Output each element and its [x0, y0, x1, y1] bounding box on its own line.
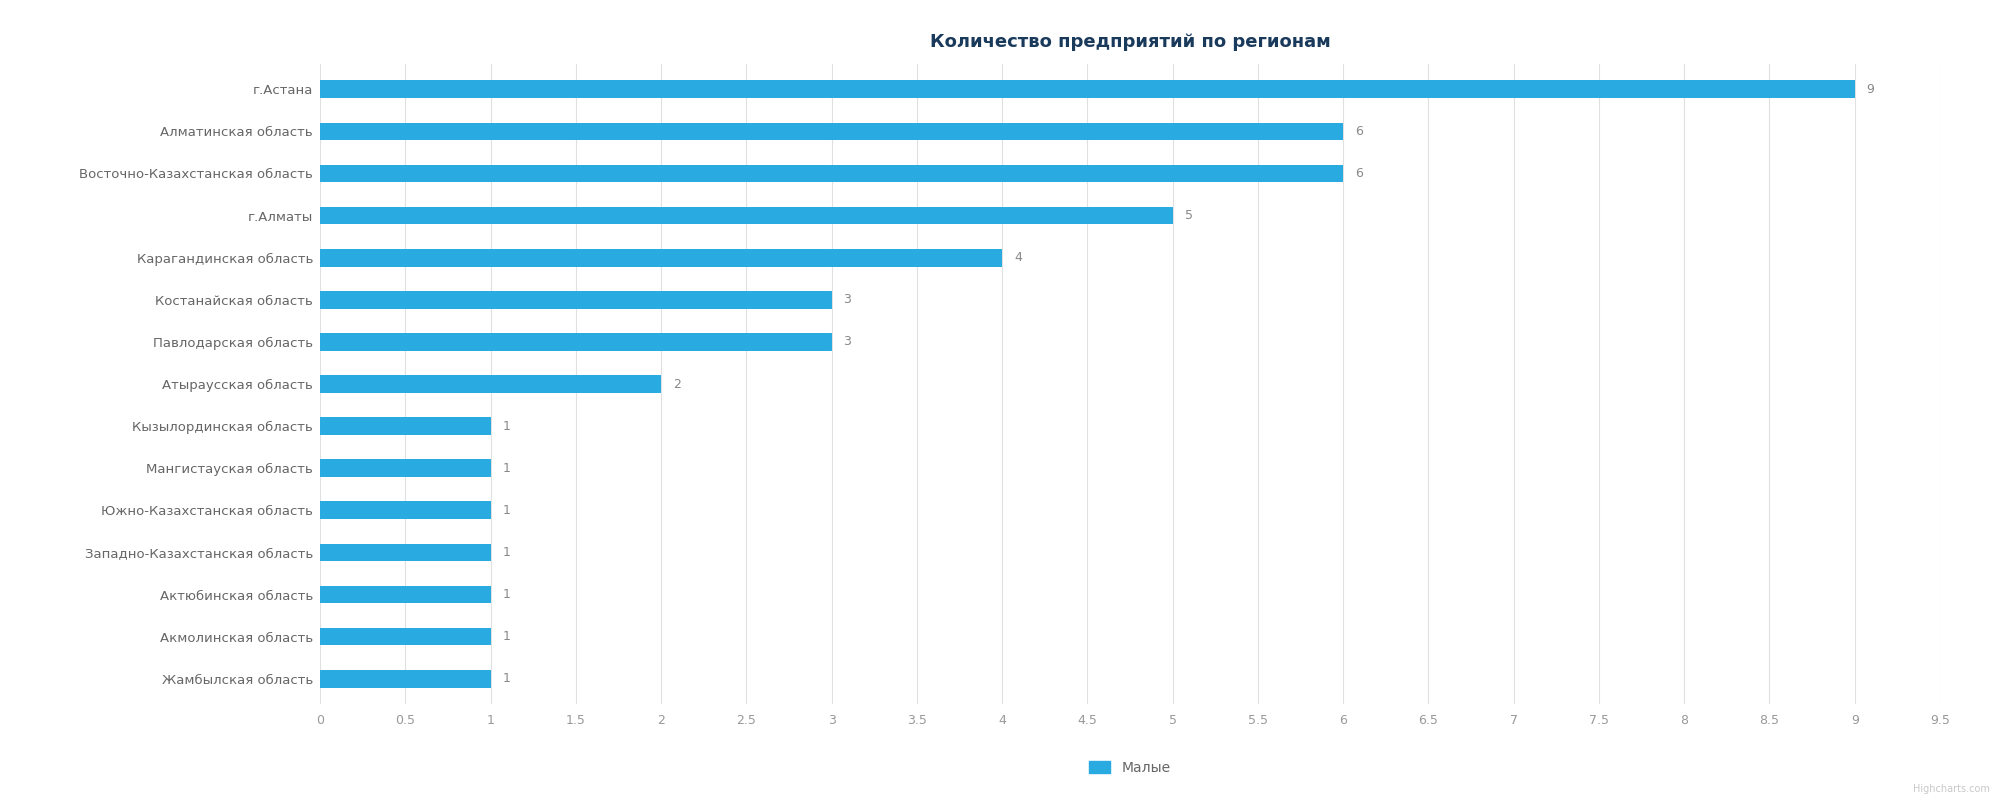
Text: 1: 1	[502, 546, 510, 559]
Text: Highcharts.com: Highcharts.com	[1914, 784, 1990, 794]
Text: 1: 1	[502, 504, 510, 517]
Bar	[320, 628, 490, 646]
Text: 3: 3	[844, 294, 852, 306]
Text: 2: 2	[672, 378, 680, 390]
Bar	[320, 586, 490, 603]
Bar	[320, 291, 832, 309]
Bar	[320, 333, 832, 350]
Text: 4: 4	[1014, 251, 1022, 264]
Text: 9: 9	[1866, 82, 1874, 96]
Text: 3: 3	[844, 335, 852, 348]
Text: 1: 1	[502, 630, 510, 643]
Text: 1: 1	[502, 462, 510, 474]
Title: Количество предприятий по регионам: Количество предприятий по регионам	[930, 34, 1330, 51]
Bar	[320, 418, 490, 435]
Legend: Малые: Малые	[1084, 755, 1176, 780]
Bar	[320, 502, 490, 519]
Bar	[320, 543, 490, 562]
Bar	[320, 165, 1344, 182]
Text: 1: 1	[502, 588, 510, 601]
Bar	[320, 206, 1172, 225]
Text: 6: 6	[1356, 125, 1362, 138]
Text: 1: 1	[502, 672, 510, 686]
Bar	[320, 459, 490, 477]
Text: 6: 6	[1356, 167, 1362, 180]
Bar	[320, 81, 1854, 98]
Bar	[320, 670, 490, 687]
Text: 1: 1	[502, 420, 510, 433]
Bar	[320, 122, 1344, 140]
Bar	[320, 249, 1002, 266]
Bar	[320, 375, 662, 393]
Text: 5: 5	[1184, 209, 1192, 222]
